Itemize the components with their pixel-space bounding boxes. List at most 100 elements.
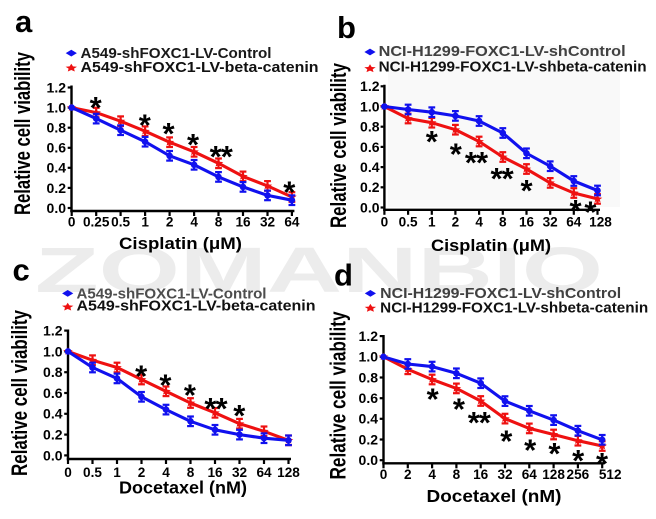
svg-text:0.2: 0.2 (43, 427, 63, 443)
svg-text:0.25: 0.25 (83, 215, 110, 230)
svg-text:*: * (159, 367, 172, 402)
svg-text:64: 64 (256, 465, 272, 480)
svg-text:1.0: 1.0 (47, 100, 67, 116)
svg-text:NCI-H1299-FOXC1-LV-shbeta-cate: NCI-H1299-FOXC1-LV-shbeta-catenin (380, 299, 648, 316)
svg-text:0.6: 0.6 (43, 385, 63, 401)
svg-text:0: 0 (380, 467, 388, 482)
svg-text:*: * (584, 194, 597, 229)
svg-text:NCI-H1299-FOXC1-LV-shbeta-cate: NCI-H1299-FOXC1-LV-shbeta-catenin (379, 58, 647, 75)
svg-text:0.4: 0.4 (43, 406, 63, 422)
svg-text:4: 4 (190, 215, 198, 230)
svg-text:0.2: 0.2 (47, 180, 67, 196)
svg-text:8: 8 (453, 467, 461, 482)
svg-text:*: * (427, 382, 440, 417)
svg-text:32: 32 (543, 215, 559, 230)
svg-text:512: 512 (599, 467, 622, 482)
svg-text:8: 8 (215, 215, 223, 230)
svg-text:**: ** (210, 139, 234, 174)
svg-text:0.6: 0.6 (360, 139, 380, 155)
svg-text:c: c (13, 253, 30, 288)
svg-text:0.4: 0.4 (47, 160, 67, 176)
svg-text:Cisplatin (μM): Cisplatin (μM) (431, 236, 551, 255)
svg-text:Docetaxel (nM): Docetaxel (nM) (119, 478, 247, 498)
svg-text:4: 4 (475, 215, 483, 230)
svg-text:Relative cell viability: Relative cell viability (7, 309, 32, 476)
svg-text:*: * (135, 358, 148, 393)
svg-text:Relative cell viability: Relative cell viability (10, 51, 35, 215)
svg-text:*: * (139, 108, 152, 143)
svg-text:**: ** (468, 405, 492, 440)
svg-text:1: 1 (113, 465, 121, 480)
svg-text:0.5: 0.5 (111, 215, 130, 230)
svg-text:*: * (90, 90, 103, 125)
svg-text:1.0: 1.0 (43, 343, 63, 359)
svg-text:*: * (187, 127, 200, 162)
svg-text:1: 1 (141, 215, 149, 230)
svg-text:**: ** (491, 161, 515, 196)
svg-text:2: 2 (404, 467, 412, 482)
svg-text:0.6: 0.6 (47, 140, 67, 156)
svg-text:0.2: 0.2 (359, 431, 379, 447)
svg-text:2: 2 (452, 215, 460, 230)
svg-text:NCI-H1299-FOXC1-LV-shControl: NCI-H1299-FOXC1-LV-shControl (380, 285, 621, 302)
svg-text:256: 256 (567, 467, 590, 482)
svg-text:*: * (524, 432, 537, 467)
svg-text:32: 32 (497, 467, 513, 482)
svg-text:*: * (453, 392, 466, 427)
svg-text:Cisplatin (μM): Cisplatin (μM) (119, 234, 242, 253)
svg-text:Relative cell viability: Relative cell viability (326, 62, 351, 228)
svg-text:**: ** (465, 145, 489, 180)
svg-text:32: 32 (260, 215, 276, 230)
svg-text:b: b (337, 10, 356, 45)
svg-text:0.8: 0.8 (359, 369, 379, 385)
svg-text:128: 128 (542, 467, 565, 482)
svg-text:*: * (283, 175, 296, 210)
svg-text:Relative cell viability: Relative cell viability (326, 311, 351, 480)
svg-text:d: d (334, 258, 353, 293)
svg-text:*: * (450, 136, 463, 171)
svg-text:*: * (570, 193, 583, 228)
svg-text:A549-shFOXC1-LV-beta-catenin: A549-shFOXC1-LV-beta-catenin (77, 298, 316, 315)
svg-text:0.8: 0.8 (360, 119, 380, 135)
svg-text:16: 16 (235, 215, 251, 230)
svg-text:0.2: 0.2 (360, 179, 380, 195)
svg-text:*: * (233, 398, 246, 433)
svg-text:2: 2 (138, 465, 146, 480)
svg-text:*: * (521, 173, 534, 208)
svg-text:0.5: 0.5 (83, 465, 102, 480)
svg-text:*: * (596, 446, 609, 481)
svg-text:64: 64 (566, 215, 582, 230)
svg-text:0: 0 (68, 215, 76, 230)
svg-text:0.0: 0.0 (47, 200, 67, 216)
svg-text:1.2: 1.2 (359, 328, 379, 344)
svg-text:A549-shFOXC1-LV-Control: A549-shFOXC1-LV-Control (77, 286, 267, 303)
svg-text:2: 2 (166, 215, 174, 230)
svg-text:ZOMANBIO: ZOMANBIO (35, 234, 603, 306)
svg-text:*: * (184, 378, 197, 413)
svg-text:64: 64 (522, 467, 538, 482)
svg-text:**: ** (204, 391, 228, 426)
svg-text:0.0: 0.0 (43, 447, 63, 463)
svg-text:NCI-H1299-FOXC1-LV-shControl: NCI-H1299-FOXC1-LV-shControl (379, 43, 626, 60)
svg-text:1.2: 1.2 (43, 323, 63, 339)
svg-text:A549-shFOXC1-LV-Control: A549-shFOXC1-LV-Control (81, 45, 272, 62)
svg-text:4: 4 (428, 467, 436, 482)
svg-text:*: * (162, 116, 175, 151)
svg-text:16: 16 (519, 215, 535, 230)
svg-text:128: 128 (589, 215, 612, 230)
svg-text:0.0: 0.0 (360, 199, 380, 215)
svg-text:0.4: 0.4 (359, 411, 379, 427)
svg-text:1.2: 1.2 (360, 78, 380, 94)
svg-text:0: 0 (381, 215, 389, 230)
svg-text:*: * (548, 436, 561, 471)
svg-text:0.8: 0.8 (43, 364, 63, 380)
svg-text:0.5: 0.5 (399, 215, 418, 230)
svg-text:1.0: 1.0 (360, 98, 380, 114)
svg-text:64: 64 (284, 215, 300, 230)
svg-text:0: 0 (64, 465, 72, 480)
svg-text:4: 4 (162, 465, 170, 480)
svg-text:0.4: 0.4 (360, 159, 380, 175)
svg-text:a: a (15, 4, 33, 39)
svg-text:0.0: 0.0 (359, 452, 379, 468)
svg-text:1: 1 (428, 215, 436, 230)
